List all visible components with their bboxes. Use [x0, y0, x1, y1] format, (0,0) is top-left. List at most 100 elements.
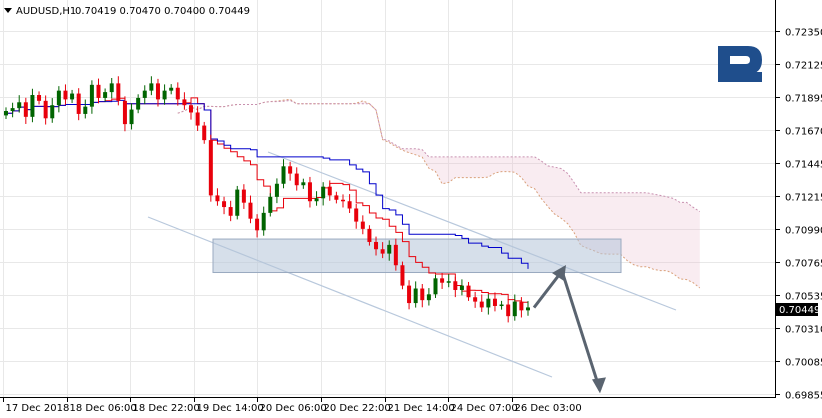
candle-body — [433, 278, 438, 295]
candle-body — [30, 95, 35, 117]
candle-body — [400, 265, 405, 286]
candle-body — [155, 83, 160, 100]
candle-body — [486, 298, 491, 308]
current-price-label: 0.70449 — [779, 305, 820, 316]
y-tick-label: 0.70085 — [785, 358, 822, 369]
candle-body — [261, 212, 266, 231]
candle-body — [506, 304, 511, 317]
current-price-tag: 0.70449 — [776, 303, 820, 316]
candle-body — [288, 166, 293, 174]
candle-body — [387, 244, 392, 254]
candle-body — [50, 105, 55, 119]
candle-body — [413, 288, 418, 304]
candle-body — [202, 125, 207, 141]
y-tick-label: 0.70765 — [785, 259, 822, 270]
candle-body — [426, 294, 431, 301]
x-tick-label: 17 Dec 2018 — [6, 403, 70, 414]
candle-body — [23, 102, 28, 117]
candle-body — [466, 285, 471, 298]
candle-body — [89, 84, 94, 107]
candlesticks — [4, 76, 530, 323]
y-tick-label: 0.70535 — [785, 292, 822, 303]
candle-body — [136, 97, 141, 110]
candle-body — [175, 87, 180, 100]
candle-body — [340, 199, 345, 202]
candle-body — [499, 304, 504, 307]
candle-body — [235, 189, 240, 216]
candle-body — [360, 221, 365, 229]
x-tick-label: 20 Dec 06:00 — [260, 403, 327, 414]
candle-body — [142, 90, 147, 98]
candle-body — [189, 105, 194, 113]
candle-body — [208, 140, 213, 196]
candle-body — [70, 93, 75, 100]
candle-body — [446, 281, 451, 283]
candle-body — [307, 182, 312, 202]
candle-body — [334, 195, 339, 200]
forecast-arrows — [532, 265, 606, 394]
candle-body — [37, 95, 42, 101]
arrow-up-icon — [552, 265, 566, 282]
candle-body — [248, 202, 253, 219]
dropdown-triangle-icon[interactable] — [4, 8, 12, 13]
candle-body — [274, 183, 279, 197]
candle-body — [43, 100, 48, 119]
candle-body — [407, 285, 412, 304]
tenkan-sen-line — [6, 97, 529, 308]
candle-body — [393, 244, 398, 266]
roboforex-logo-icon — [718, 46, 762, 82]
candle-body — [17, 102, 22, 109]
candle-body — [294, 173, 299, 186]
candle-body — [122, 100, 127, 125]
ohlc-label: 0.70419 0.70470 0.70400 0.70449 — [75, 6, 250, 17]
candle-body — [519, 301, 524, 311]
candle-body — [420, 288, 425, 301]
forecast-path — [532, 267, 602, 391]
candle-body — [479, 301, 484, 308]
x-tick-label: 26 Dec 03:00 — [515, 403, 582, 414]
candle-body — [440, 278, 445, 283]
candle-body — [149, 83, 154, 91]
candle-body — [301, 182, 306, 186]
candle-body — [492, 298, 497, 306]
x-tick-label: 18 Dec 06:00 — [70, 403, 137, 414]
x-tick-label: 18 Dec 22:00 — [133, 403, 200, 414]
ichimoku-lines — [6, 97, 529, 308]
candle-body — [10, 108, 15, 112]
symbol-label: AUDUSD,H1 — [16, 6, 76, 17]
y-tick-label: 0.69855 — [785, 391, 822, 402]
candle-body — [63, 90, 68, 100]
candle-body — [4, 111, 8, 116]
x-tick-label: 24 Dec 07:00 — [451, 403, 518, 414]
arrow-down-icon — [592, 377, 606, 394]
chart-grid — [0, 0, 775, 397]
y-tick-label: 0.72125 — [785, 61, 822, 72]
candle-body — [96, 84, 101, 98]
candle-body — [374, 241, 379, 250]
candle-body — [83, 106, 88, 114]
candle-body — [512, 301, 517, 317]
candle-body — [116, 83, 121, 101]
y-tick-label: 0.71895 — [785, 94, 822, 105]
candle-body — [215, 195, 220, 202]
y-tick-label: 0.71445 — [785, 160, 822, 171]
candle-body — [473, 297, 478, 302]
candle-body — [222, 201, 227, 208]
y-tick-label: 0.71215 — [785, 193, 822, 204]
channel-upper-line — [267, 151, 677, 311]
candle-body — [380, 249, 385, 254]
candle-body — [453, 281, 458, 290]
candle-body — [241, 189, 246, 203]
candle-body — [314, 198, 319, 202]
candle-body — [169, 87, 174, 91]
candle-body — [228, 207, 233, 216]
candle-body — [195, 112, 200, 126]
candle-body — [103, 92, 108, 98]
x-tick-label: 19 Dec 14:00 — [197, 403, 264, 414]
resistance-zone — [212, 238, 622, 274]
